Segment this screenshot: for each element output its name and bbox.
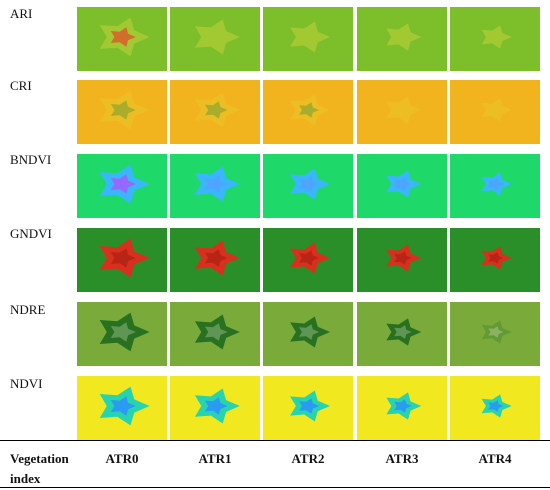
tile-ndre-atr3 bbox=[357, 302, 447, 366]
corner-label: Vegetation index bbox=[10, 451, 69, 486]
tile-bndvi-atr1 bbox=[170, 154, 260, 218]
table-bottom-rule bbox=[0, 487, 550, 488]
column-header-atr3: ATR3 bbox=[385, 451, 419, 466]
tile-ndre-atr2 bbox=[263, 302, 353, 366]
row-label-ndvi: NDVI bbox=[10, 376, 43, 391]
tile-ndvi-atr4 bbox=[450, 376, 540, 440]
row-label-ndre: NDRE bbox=[10, 302, 46, 317]
tile-cri-atr3 bbox=[357, 80, 447, 144]
column-header-atr4: ATR4 bbox=[478, 451, 512, 466]
tile-cri-atr2 bbox=[263, 80, 353, 144]
row-label-gndvi: GNDVI bbox=[10, 226, 52, 241]
row-label-ari: ARI bbox=[10, 6, 33, 21]
tile-gndvi-atr2 bbox=[263, 228, 353, 292]
tile-ari-atr2 bbox=[263, 7, 353, 71]
tile-bndvi-atr4 bbox=[450, 154, 540, 218]
tile-ndvi-atr0 bbox=[77, 376, 167, 440]
tile-ndre-atr0 bbox=[77, 302, 167, 366]
tile-cri-atr0 bbox=[77, 80, 167, 144]
tile-gndvi-atr3 bbox=[357, 228, 447, 292]
tile-ndre-atr1 bbox=[170, 302, 260, 366]
tile-ari-atr3 bbox=[357, 7, 447, 71]
column-header-atr0: ATR0 bbox=[105, 451, 139, 466]
column-header-atr2: ATR2 bbox=[291, 451, 325, 466]
tile-bndvi-atr3 bbox=[357, 154, 447, 218]
tile-ndvi-atr3 bbox=[357, 376, 447, 440]
column-header-atr1: ATR1 bbox=[198, 451, 232, 466]
tile-bndvi-atr0 bbox=[77, 154, 167, 218]
tile-cri-atr4 bbox=[450, 80, 540, 144]
tile-gndvi-atr1 bbox=[170, 228, 260, 292]
table-top-rule bbox=[0, 440, 550, 441]
tile-gndvi-atr0 bbox=[77, 228, 167, 292]
tile-bndvi-atr2 bbox=[263, 154, 353, 218]
tile-ndvi-atr1 bbox=[170, 376, 260, 440]
row-label-bndvi: BNDVI bbox=[10, 152, 52, 167]
tile-ari-atr4 bbox=[450, 7, 540, 71]
tile-ari-atr1 bbox=[170, 7, 260, 71]
tile-cri-atr1 bbox=[170, 80, 260, 144]
tile-ndvi-atr2 bbox=[263, 376, 353, 440]
tile-gndvi-atr4 bbox=[450, 228, 540, 292]
tile-ari-atr0 bbox=[77, 7, 167, 71]
row-label-cri: CRI bbox=[10, 78, 32, 93]
tile-ndre-atr4 bbox=[450, 302, 540, 366]
